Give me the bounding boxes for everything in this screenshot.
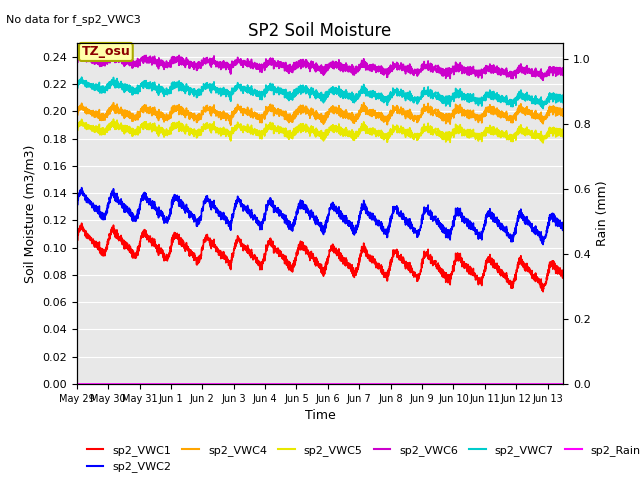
sp2_VWC4 — [559, 112, 567, 118]
sp2_VWC4 — [157, 114, 165, 120]
sp2_VWC6 — [260, 61, 268, 67]
sp2_VWC4 — [498, 108, 506, 114]
sp2_VWC2 — [281, 220, 289, 226]
sp2_VWC2 — [559, 227, 567, 232]
sp2_VWC4 — [227, 122, 234, 128]
sp2_VWC2 — [540, 241, 547, 247]
sp2_VWC6 — [540, 77, 547, 83]
sp2_VWC6 — [497, 71, 505, 76]
sp2_VWC7 — [550, 94, 558, 99]
Text: TZ_osu: TZ_osu — [81, 46, 131, 59]
sp2_VWC4 — [281, 117, 289, 122]
sp2_VWC1 — [281, 261, 289, 266]
sp2_VWC7 — [129, 86, 136, 92]
X-axis label: Time: Time — [305, 409, 335, 422]
sp2_VWC2 — [129, 213, 136, 218]
sp2_VWC1 — [260, 256, 268, 262]
sp2_VWC5 — [540, 140, 547, 146]
sp2_VWC2 — [73, 201, 81, 206]
sp2_VWC1 — [157, 251, 165, 256]
Line: sp2_VWC5: sp2_VWC5 — [77, 119, 563, 143]
sp2_VWC7 — [157, 89, 165, 95]
sp2_VWC7 — [281, 95, 289, 100]
sp2_VWC7 — [73, 82, 81, 88]
sp2_VWC2 — [550, 215, 558, 220]
Y-axis label: Rain (mm): Rain (mm) — [596, 181, 609, 246]
sp2_VWC4 — [360, 100, 367, 106]
sp2_VWC4 — [260, 111, 268, 117]
sp2_VWC6 — [73, 56, 81, 62]
sp2_VWC5 — [550, 128, 558, 134]
sp2_VWC6 — [281, 68, 289, 73]
sp2_VWC1 — [550, 262, 558, 268]
sp2_VWC5 — [157, 130, 165, 135]
sp2_VWC2 — [157, 213, 165, 219]
sp2_VWC5 — [129, 128, 136, 133]
sp2_VWC2 — [78, 185, 86, 191]
Line: sp2_VWC2: sp2_VWC2 — [77, 188, 563, 244]
sp2_VWC5 — [497, 133, 505, 139]
Line: sp2_VWC6: sp2_VWC6 — [77, 52, 563, 80]
sp2_VWC7 — [260, 89, 268, 95]
sp2_VWC6 — [550, 67, 558, 73]
sp2_VWC2 — [260, 216, 268, 221]
sp2_VWC1 — [497, 272, 505, 277]
sp2_VWC4 — [550, 107, 558, 112]
sp2_VWC4 — [73, 109, 81, 115]
sp2_VWC5 — [109, 116, 117, 122]
sp2_VWC1 — [559, 274, 567, 280]
Line: sp2_VWC4: sp2_VWC4 — [77, 103, 563, 125]
sp2_VWC7 — [497, 97, 505, 103]
sp2_VWC1 — [540, 289, 547, 295]
sp2_VWC4 — [129, 114, 136, 120]
Line: sp2_VWC1: sp2_VWC1 — [77, 223, 563, 292]
sp2_VWC5 — [281, 133, 289, 139]
sp2_VWC6 — [157, 62, 165, 68]
sp2_VWC6 — [559, 71, 567, 77]
sp2_VWC5 — [559, 132, 567, 138]
Y-axis label: Soil Moisture (m3/m3): Soil Moisture (m3/m3) — [24, 144, 36, 283]
Legend: sp2_VWC1, sp2_VWC2, sp2_VWC4, sp2_VWC5, sp2_VWC6, sp2_VWC7, sp2_Rain: sp2_VWC1, sp2_VWC2, sp2_VWC4, sp2_VWC5, … — [83, 441, 640, 477]
sp2_VWC5 — [73, 124, 81, 130]
sp2_VWC1 — [73, 236, 81, 242]
sp2_VWC7 — [78, 74, 86, 80]
sp2_VWC2 — [497, 226, 505, 231]
sp2_VWC5 — [260, 128, 268, 133]
Text: No data for f_sp2_VWC3: No data for f_sp2_VWC3 — [6, 14, 141, 25]
Line: sp2_VWC7: sp2_VWC7 — [77, 77, 563, 108]
sp2_VWC1 — [78, 220, 86, 226]
Title: SP2 Soil Moisture: SP2 Soil Moisture — [248, 22, 392, 40]
sp2_VWC7 — [559, 98, 567, 104]
sp2_VWC1 — [129, 250, 136, 255]
sp2_VWC7 — [540, 106, 547, 111]
sp2_VWC6 — [78, 49, 86, 55]
sp2_VWC6 — [129, 60, 136, 65]
